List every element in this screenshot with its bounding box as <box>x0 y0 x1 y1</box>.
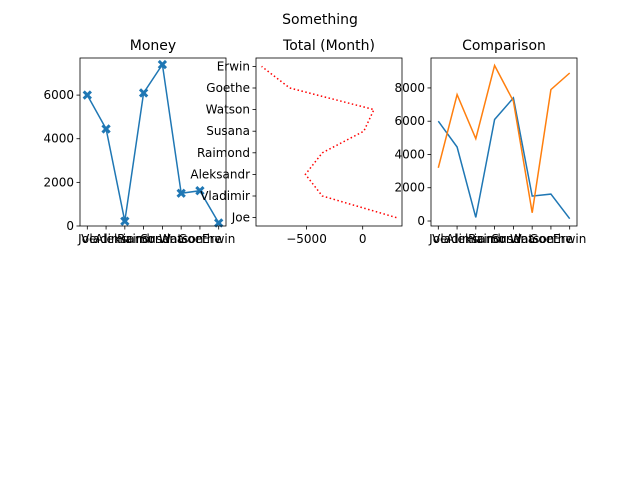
comparison-series-0-line <box>437 96 571 220</box>
comparison-xtick-label-aleksandr: Aleksandr <box>446 232 506 246</box>
money-ytick-label-4000: 4000 <box>43 132 74 146</box>
comparison-panel: Comparison JoeVladimirAleksandrRaimondSus… <box>394 38 586 246</box>
money-xtick-label-vladimir: Vladimir <box>81 232 131 246</box>
comparison-axes-frame <box>430 57 578 227</box>
comparison-xtick-label-susana: Susana <box>491 232 535 246</box>
figure-title: Something <box>282 12 358 28</box>
comparison-xtick-label-goethe: Goethe <box>529 232 573 246</box>
comparison-xtick-label-vladimir: Vladimir <box>432 232 482 246</box>
comparison-ytick-label-6000: 6000 <box>394 114 425 128</box>
comparison-xtick-label-erwin: Erwin <box>553 232 586 246</box>
money-title: Money <box>130 38 176 54</box>
money-series-0-line <box>86 62 220 224</box>
comparison-title: Comparison <box>462 38 546 54</box>
money-xtick-label-watson: Watson <box>159 232 203 246</box>
money-xtick-label-goethe: Goethe <box>178 232 222 246</box>
money-xtick-label-aleksandr: Aleksandr <box>95 232 155 246</box>
total-month-ytick-label-erwin: Erwin <box>217 59 250 73</box>
money-point-goethe <box>195 185 205 196</box>
money-point-aleksandr <box>120 216 130 226</box>
money-point-vladimir <box>101 124 111 134</box>
total-month-series-0-line <box>261 65 397 219</box>
money-ytick-label-6000: 6000 <box>43 88 74 102</box>
money-xtick-label-susana: Susana <box>140 232 184 246</box>
total-month-ytick-label-watson: Watson <box>206 103 250 117</box>
total-month-ytick-label-joe: Joe <box>231 211 250 225</box>
comparison-ytick-label-0: 0 <box>417 214 425 228</box>
money-point-watson <box>176 188 186 198</box>
money-point-joe <box>82 90 92 100</box>
total-month-axes-frame <box>255 57 403 227</box>
money-point-erwin <box>214 218 224 228</box>
money-ytick-label-0: 0 <box>66 219 74 233</box>
money-xtick-label-joe: Joe <box>77 232 96 246</box>
money-point-raimond <box>138 88 149 98</box>
comparison-ytick-label-4000: 4000 <box>394 147 425 161</box>
comparison-series-1-line <box>437 63 571 213</box>
comparison-ytick-label-2000: 2000 <box>394 181 425 195</box>
money-xtick-label-raimond: Raimond <box>117 232 170 246</box>
money-axes-frame <box>79 57 227 227</box>
money-point-susana <box>157 59 168 70</box>
total-month-title: Total (Month) <box>282 38 375 54</box>
total-month-panel: Total (Month) Joe Vladimir Aleksandr Raimond… <box>190 38 403 246</box>
comparison-xtick-label-raimond: Raimond <box>468 232 521 246</box>
money-ytick-label-2000: 2000 <box>43 175 74 189</box>
comparison-xtick-label-watson: Watson <box>510 232 554 246</box>
total-month-ytick-label-goethe: Goethe <box>206 81 250 95</box>
money-xtick-label-erwin: Erwin <box>202 232 235 246</box>
total-month-ytick-label-aleksandr: Aleksandr <box>190 167 250 181</box>
total-month-xtick-label-0: 0 <box>359 232 367 246</box>
total-month-ytick-label-vladimir: Vladimir <box>200 189 250 203</box>
total-month-ytick-label-raimond: Raimond <box>197 146 250 160</box>
comparison-ytick-label-8000: 8000 <box>394 81 425 95</box>
total-month-ytick-label-susana: Susana <box>206 124 250 138</box>
total-month-xtick-label-5000: −5000 <box>286 232 327 246</box>
money-panel: Money JoeVladimirAleksandrRaimondSusanaWa… <box>43 38 235 246</box>
comparison-xtick-label-joe: Joe <box>428 232 447 246</box>
